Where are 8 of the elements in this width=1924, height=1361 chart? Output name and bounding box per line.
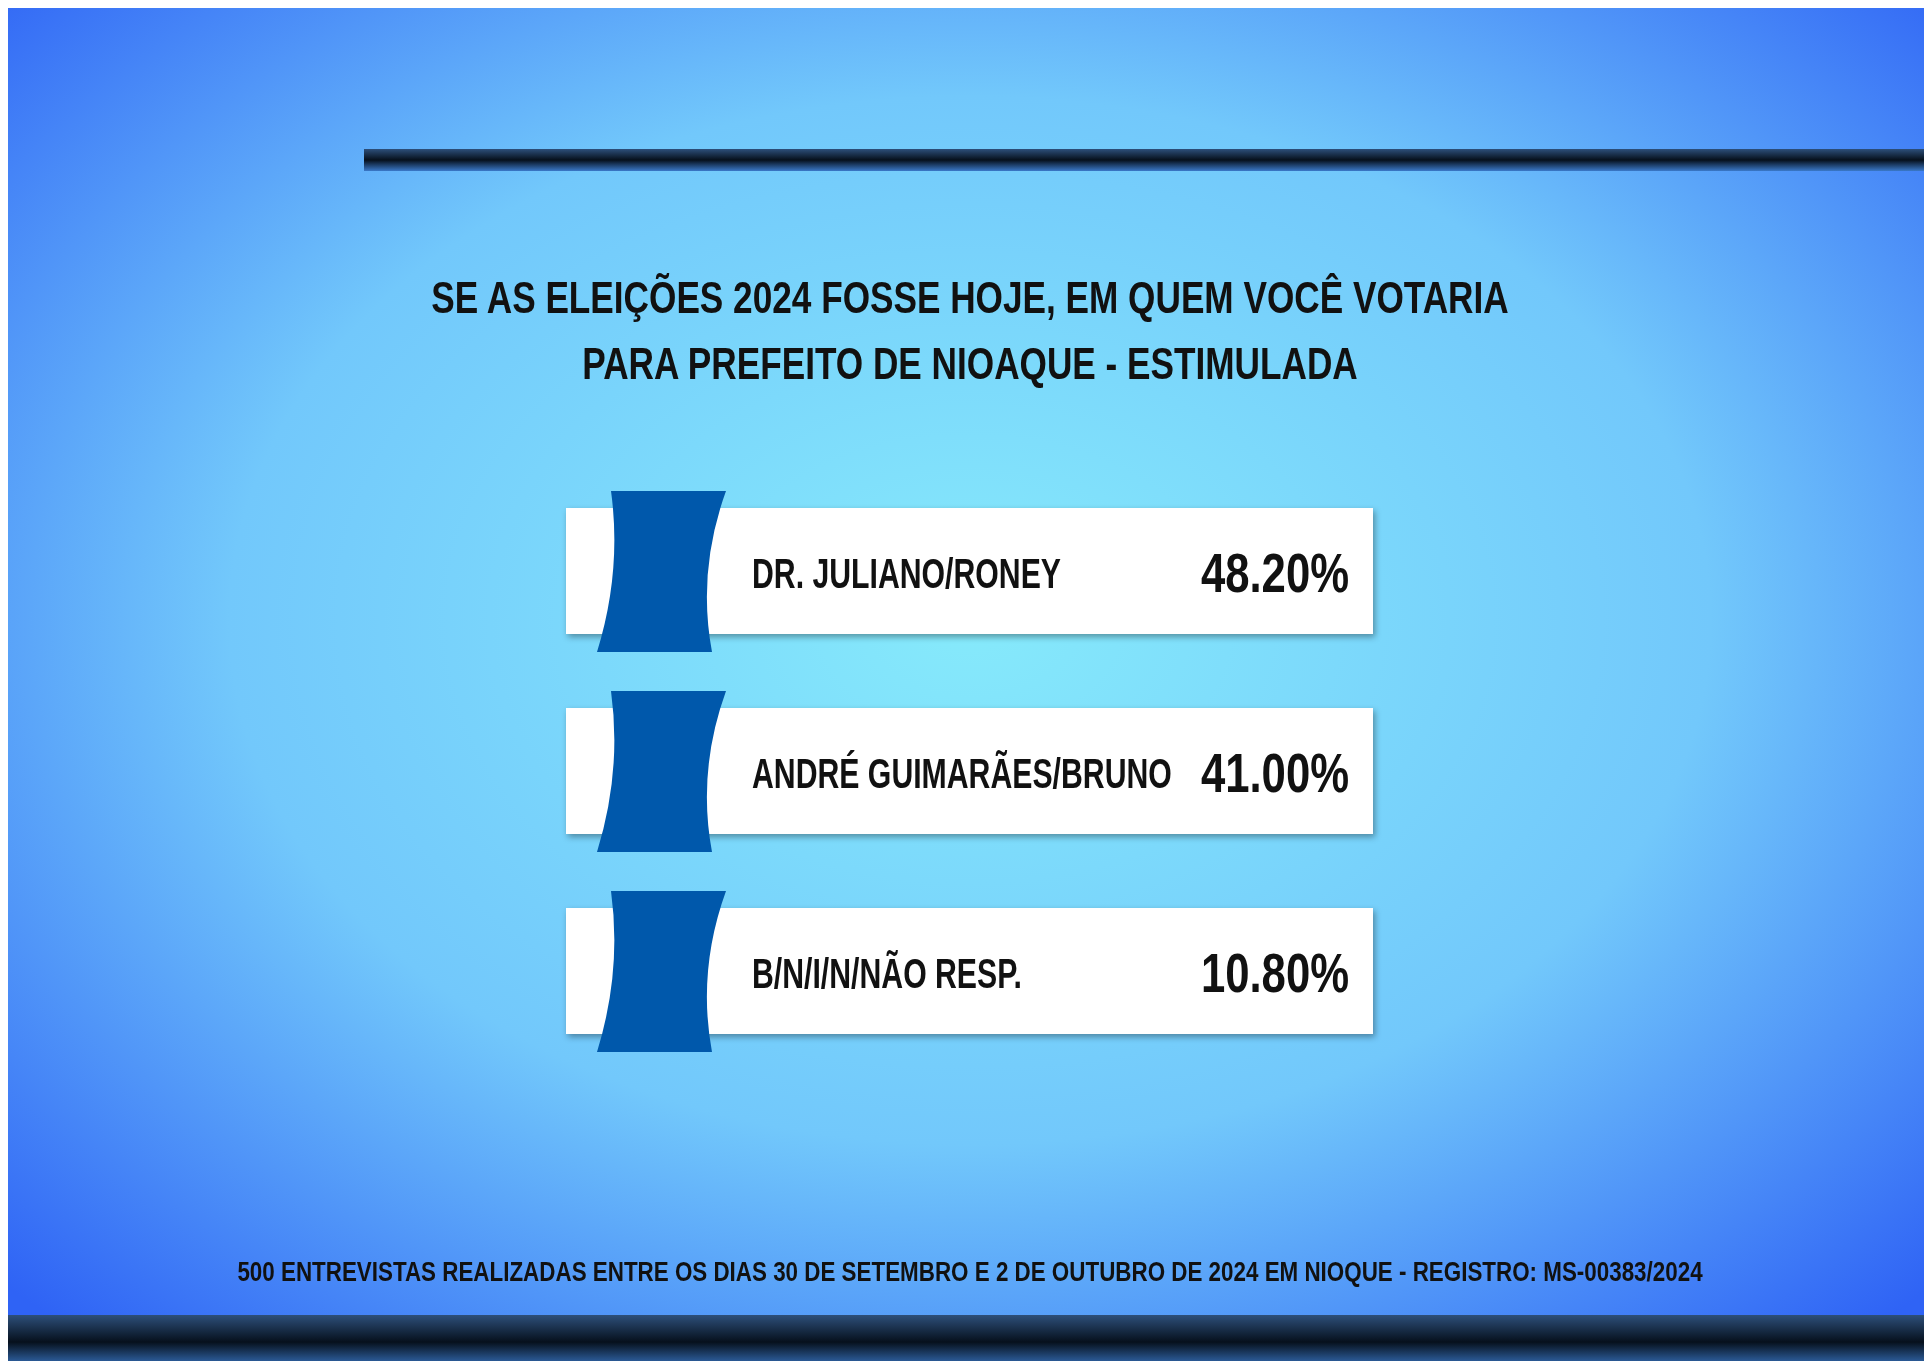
text: SE AS ELEIÇÕES 2024 FOSSE HOJE, EM QUEM VOCÊ VOTARIA PARA PREFEITO DE NIOAQUE - ESTIMULADA: [431, 272, 1509, 388]
category-label: DR. JULIANO/RONEY: [752, 550, 1062, 598]
category-label: B/N/I/N/NÃO RESP.: [752, 948, 1022, 998]
text: 500 ENTREVISTAS REALIZADAS ENTRE OS DIAS 30 DE SETEMBRO E 2 DE OUTUBRO DE 2024 EM NIOQUE - REGISTRO: MS-00383/2024: [237, 1255, 1703, 1287]
data-label: 41.00%: [1200, 741, 1349, 805]
data-label: 48.20%: [1200, 541, 1349, 605]
data-label: 10.80%: [1200, 941, 1349, 1005]
category-label: ANDRÉ GUIMARÃES/BRUNO: [752, 748, 1172, 798]
